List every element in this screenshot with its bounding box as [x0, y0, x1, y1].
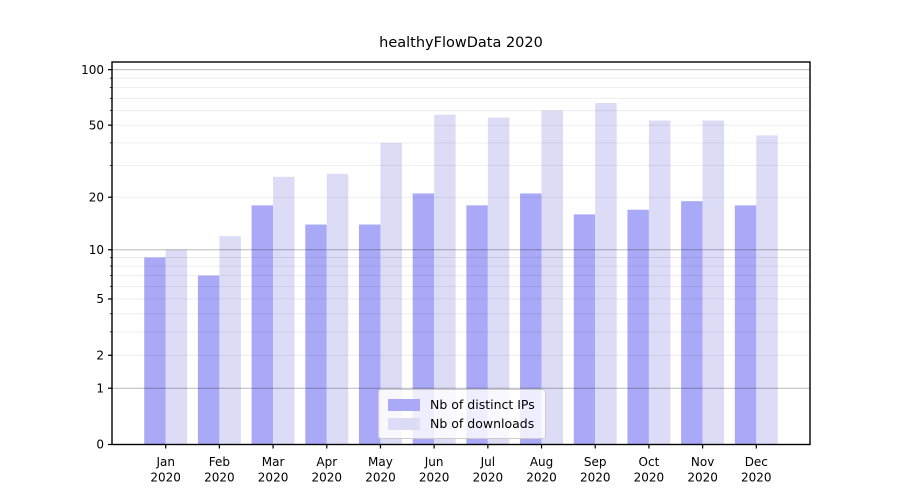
x-tick-label-year: 2020	[687, 471, 718, 485]
x-tick-label-month: Oct	[639, 455, 660, 469]
x-tick-label-month: Aug	[530, 455, 553, 469]
x-tick-label-month: Jan	[155, 455, 175, 469]
legend-swatch-downloads-icon	[388, 417, 420, 430]
legend: Nb of distinct IPs Nb of downloads	[378, 389, 546, 439]
bar-distinct-ips-apr	[305, 224, 327, 445]
bar-distinct-ips-dec	[734, 205, 757, 445]
bar-downloads-mar	[273, 176, 295, 445]
x-tick-label-month: Feb	[209, 455, 230, 469]
x-tick-label-month: Dec	[745, 455, 768, 469]
bar-distinct-ips-oct	[627, 209, 649, 445]
legend-item-downloads: Nb of downloads	[388, 414, 536, 433]
x-tick-label-month: Jul	[480, 455, 495, 469]
x-tick-label-month: Mar	[262, 455, 285, 469]
bar-downloads-sep	[595, 103, 617, 445]
bar-distinct-ips-may	[358, 224, 381, 445]
chart-title: healthyFlowData 2020	[379, 35, 543, 51]
y-tick-label: 50	[89, 118, 104, 132]
bar-downloads-jan	[165, 249, 188, 445]
x-tick-label-month: Apr	[316, 455, 337, 469]
legend-swatch-distinct-ips-icon	[388, 398, 420, 411]
bar-downloads-nov	[702, 120, 725, 445]
y-tick-label: 2	[96, 348, 104, 362]
legend-item-distinct-ips: Nb of distinct IPs	[388, 395, 536, 414]
legend-label-distinct-ips: Nb of distinct IPs	[430, 397, 535, 412]
bar-distinct-ips-jul	[466, 205, 488, 445]
x-tick-label-year: 2020	[311, 471, 342, 485]
x-tick-label-month: Sep	[584, 455, 607, 469]
y-tick-label: 0	[96, 438, 104, 452]
bar-downloads-apr	[326, 173, 349, 445]
bar-downloads-aug	[541, 110, 564, 445]
x-tick-label-year: 2020	[419, 471, 450, 485]
bar-distinct-ips-jun	[412, 193, 435, 445]
x-tick-label-month: May	[368, 455, 393, 469]
x-tick-label-year: 2020	[150, 471, 181, 485]
bar-distinct-ips-sep	[573, 214, 596, 445]
bar-distinct-ips-nov	[681, 201, 703, 445]
bar-downloads-jul	[487, 117, 510, 445]
x-tick-label-year: 2020	[365, 471, 396, 485]
y-tick-label: 10	[89, 243, 104, 257]
bar-distinct-ips-aug	[520, 193, 542, 445]
bar-distinct-ips-jan	[144, 257, 166, 445]
y-tick-label: 20	[89, 190, 104, 204]
bar-downloads-oct	[648, 120, 671, 445]
y-tick-label: 100	[81, 63, 104, 77]
x-tick-label-year: 2020	[634, 471, 665, 485]
bar-downloads-dec	[756, 135, 778, 445]
y-tick-label: 1	[96, 381, 104, 395]
x-tick-label-year: 2020	[473, 471, 504, 485]
x-tick-label-year: 2020	[204, 471, 235, 485]
x-tick-label-year: 2020	[580, 471, 611, 485]
x-tick-label-month: Nov	[691, 455, 714, 469]
x-tick-label-year: 2020	[741, 471, 772, 485]
bar-downloads-may	[380, 142, 402, 445]
bar-downloads-feb	[219, 236, 241, 445]
x-tick-label-month: Jun	[424, 455, 444, 469]
bar-distinct-ips-mar	[251, 205, 274, 445]
bar-downloads-jun	[434, 114, 456, 445]
bar-distinct-ips-feb	[197, 275, 220, 445]
x-tick-label-year: 2020	[258, 471, 289, 485]
plot-border	[111, 61, 811, 446]
legend-label-downloads: Nb of downloads	[430, 416, 535, 431]
y-tick-label: 5	[96, 292, 104, 306]
x-tick-label-year: 2020	[526, 471, 557, 485]
